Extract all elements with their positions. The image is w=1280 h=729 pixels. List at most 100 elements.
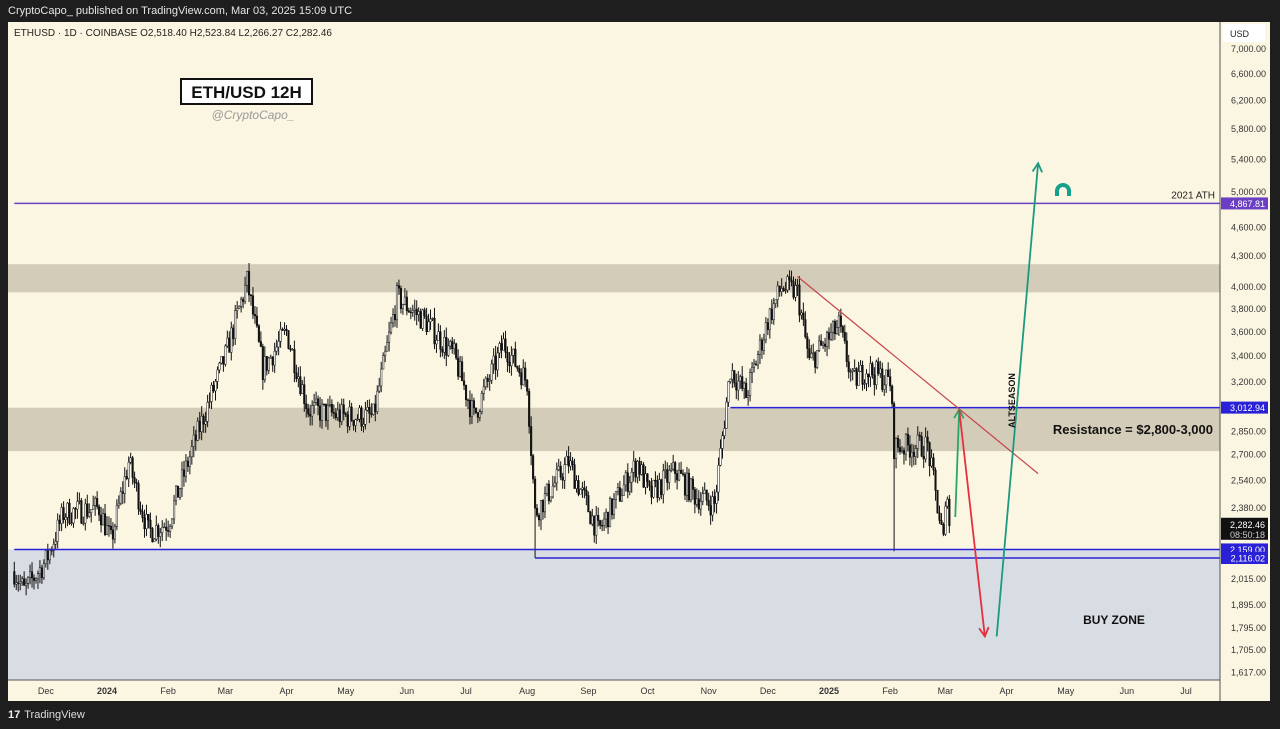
candle xyxy=(683,472,687,501)
candle-body xyxy=(745,382,748,398)
candle-body xyxy=(731,370,734,380)
candle xyxy=(212,381,215,393)
candle-body xyxy=(411,310,414,313)
candle-body xyxy=(196,420,199,441)
candle xyxy=(19,574,22,591)
candle xyxy=(311,400,314,426)
candle-body xyxy=(729,378,732,382)
candle xyxy=(543,486,546,519)
candle-body xyxy=(163,526,166,529)
arrow-shaft xyxy=(995,163,1040,637)
candle-body xyxy=(372,403,375,415)
candle-body xyxy=(500,343,503,351)
candle-body xyxy=(433,317,436,345)
candle xyxy=(881,362,884,393)
candle-body xyxy=(441,348,444,353)
candle xyxy=(526,379,529,396)
candle-body xyxy=(178,488,182,498)
candle-body xyxy=(480,392,483,413)
candle-body xyxy=(169,525,172,532)
candle xyxy=(668,465,671,490)
candle xyxy=(640,460,643,476)
candle xyxy=(344,411,347,418)
candle xyxy=(814,351,817,374)
candle-body xyxy=(76,501,79,510)
candle xyxy=(247,263,251,303)
candle xyxy=(794,278,797,302)
candle-body xyxy=(38,567,41,574)
candle xyxy=(391,308,395,328)
candle xyxy=(670,462,673,473)
candle-body xyxy=(902,450,906,455)
candle-body xyxy=(516,366,519,369)
candle-body xyxy=(778,285,781,293)
candle xyxy=(853,359,856,373)
candle-body xyxy=(423,309,426,317)
candle xyxy=(44,550,47,568)
arrow-head-icon xyxy=(978,626,990,639)
candle xyxy=(36,570,40,589)
candle xyxy=(358,404,361,423)
candle xyxy=(638,457,641,481)
candle-body xyxy=(293,349,296,374)
candle xyxy=(936,489,939,514)
candle-body xyxy=(924,436,927,460)
candle-body xyxy=(895,438,898,460)
candle-body xyxy=(105,525,109,535)
price-tick-label: 6,200.00 xyxy=(1231,95,1266,105)
candle-body xyxy=(200,415,203,433)
candle xyxy=(778,285,781,297)
candle xyxy=(409,307,412,320)
candle xyxy=(431,317,434,322)
candle-body xyxy=(220,356,223,364)
candle-body xyxy=(764,322,767,341)
candle xyxy=(169,523,172,538)
candle xyxy=(516,365,519,372)
candle-body xyxy=(918,434,921,437)
candle xyxy=(820,334,823,346)
candle xyxy=(196,417,199,442)
candle xyxy=(632,450,635,482)
candle xyxy=(222,356,225,372)
candle-body xyxy=(871,363,874,376)
candle xyxy=(453,339,456,355)
price-level-label: 3,012.94 xyxy=(1230,403,1265,413)
candle-body xyxy=(851,369,854,372)
candle xyxy=(194,429,197,451)
candle xyxy=(711,491,714,522)
price-tick-label: 6,600.00 xyxy=(1231,69,1266,79)
candle xyxy=(249,293,253,306)
candle xyxy=(86,494,89,519)
candle-body xyxy=(804,319,807,337)
candle-body xyxy=(218,362,221,371)
candle xyxy=(360,405,363,431)
candle-body xyxy=(587,495,590,513)
candle-body xyxy=(944,505,947,535)
candle xyxy=(786,274,789,293)
candle xyxy=(891,384,894,408)
candle xyxy=(305,394,308,418)
candle-body xyxy=(741,376,744,389)
candle-body xyxy=(488,379,491,382)
candle xyxy=(498,341,501,359)
candle-body xyxy=(614,491,618,500)
candle-body xyxy=(226,337,229,347)
last-price-badge xyxy=(1221,517,1268,540)
candle xyxy=(228,331,231,353)
candle-body xyxy=(561,476,564,481)
candle xyxy=(924,427,927,463)
candle xyxy=(107,516,111,537)
candle-body xyxy=(802,312,805,320)
candle xyxy=(283,322,286,335)
candle xyxy=(666,462,669,491)
candle xyxy=(151,526,154,543)
candle-body xyxy=(391,314,395,324)
candle-body xyxy=(891,385,894,404)
candle xyxy=(149,512,152,539)
candle xyxy=(766,318,769,336)
candle-body xyxy=(747,395,750,398)
candle-body xyxy=(92,505,95,510)
tradingview-brand[interactable]: TradingView xyxy=(24,709,85,721)
time-tick-label: Apr xyxy=(1000,686,1014,696)
